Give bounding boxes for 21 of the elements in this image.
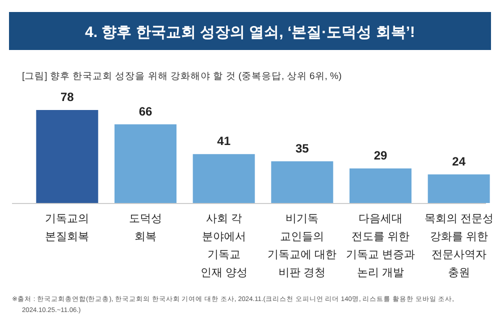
data-label: 35 [295, 141, 310, 156]
x-tick-label: 목회의 전문성 강화를 위한 전문사역자 충원 [424, 213, 494, 279]
x-tick-label: 도덕성 회복 [129, 213, 162, 243]
data-label: 78 [60, 90, 74, 104]
bar [114, 124, 176, 203]
x-tick-label: 기독교의 본질회복 [45, 213, 90, 243]
data-label: 66 [138, 104, 152, 118]
title: 4. 향후 한국교회 성장의 열쇠, ‘본질·도덕성 회복’! [9, 12, 491, 50]
data-label: 41 [217, 134, 231, 148]
bar [271, 161, 334, 203]
x-tick-label: 비기독 교인들의 기독교에 대한 비판 경청 [268, 213, 337, 279]
bar [36, 110, 98, 203]
data-label: 24 [452, 154, 466, 168]
bar [428, 174, 490, 203]
x-tick-label: 다음세대 전도를 위한 기독교 변증과 논리 개발 [346, 213, 416, 279]
chart-subtitle: [그림] 향후 한국교회 성장을 위해 강화해야 할 것 (중복응답, 상위 6위, %) [22, 71, 342, 82]
data-label: 29 [374, 148, 388, 162]
chart-title: 4. 향후 한국교회 성장의 열쇠, ‘본질·도덕성 회복’! [84, 24, 416, 41]
x-tick-label: 사회 각 분야에서 기독교 인재 양성 [200, 213, 248, 279]
bar [192, 154, 255, 203]
bar [350, 168, 412, 203]
